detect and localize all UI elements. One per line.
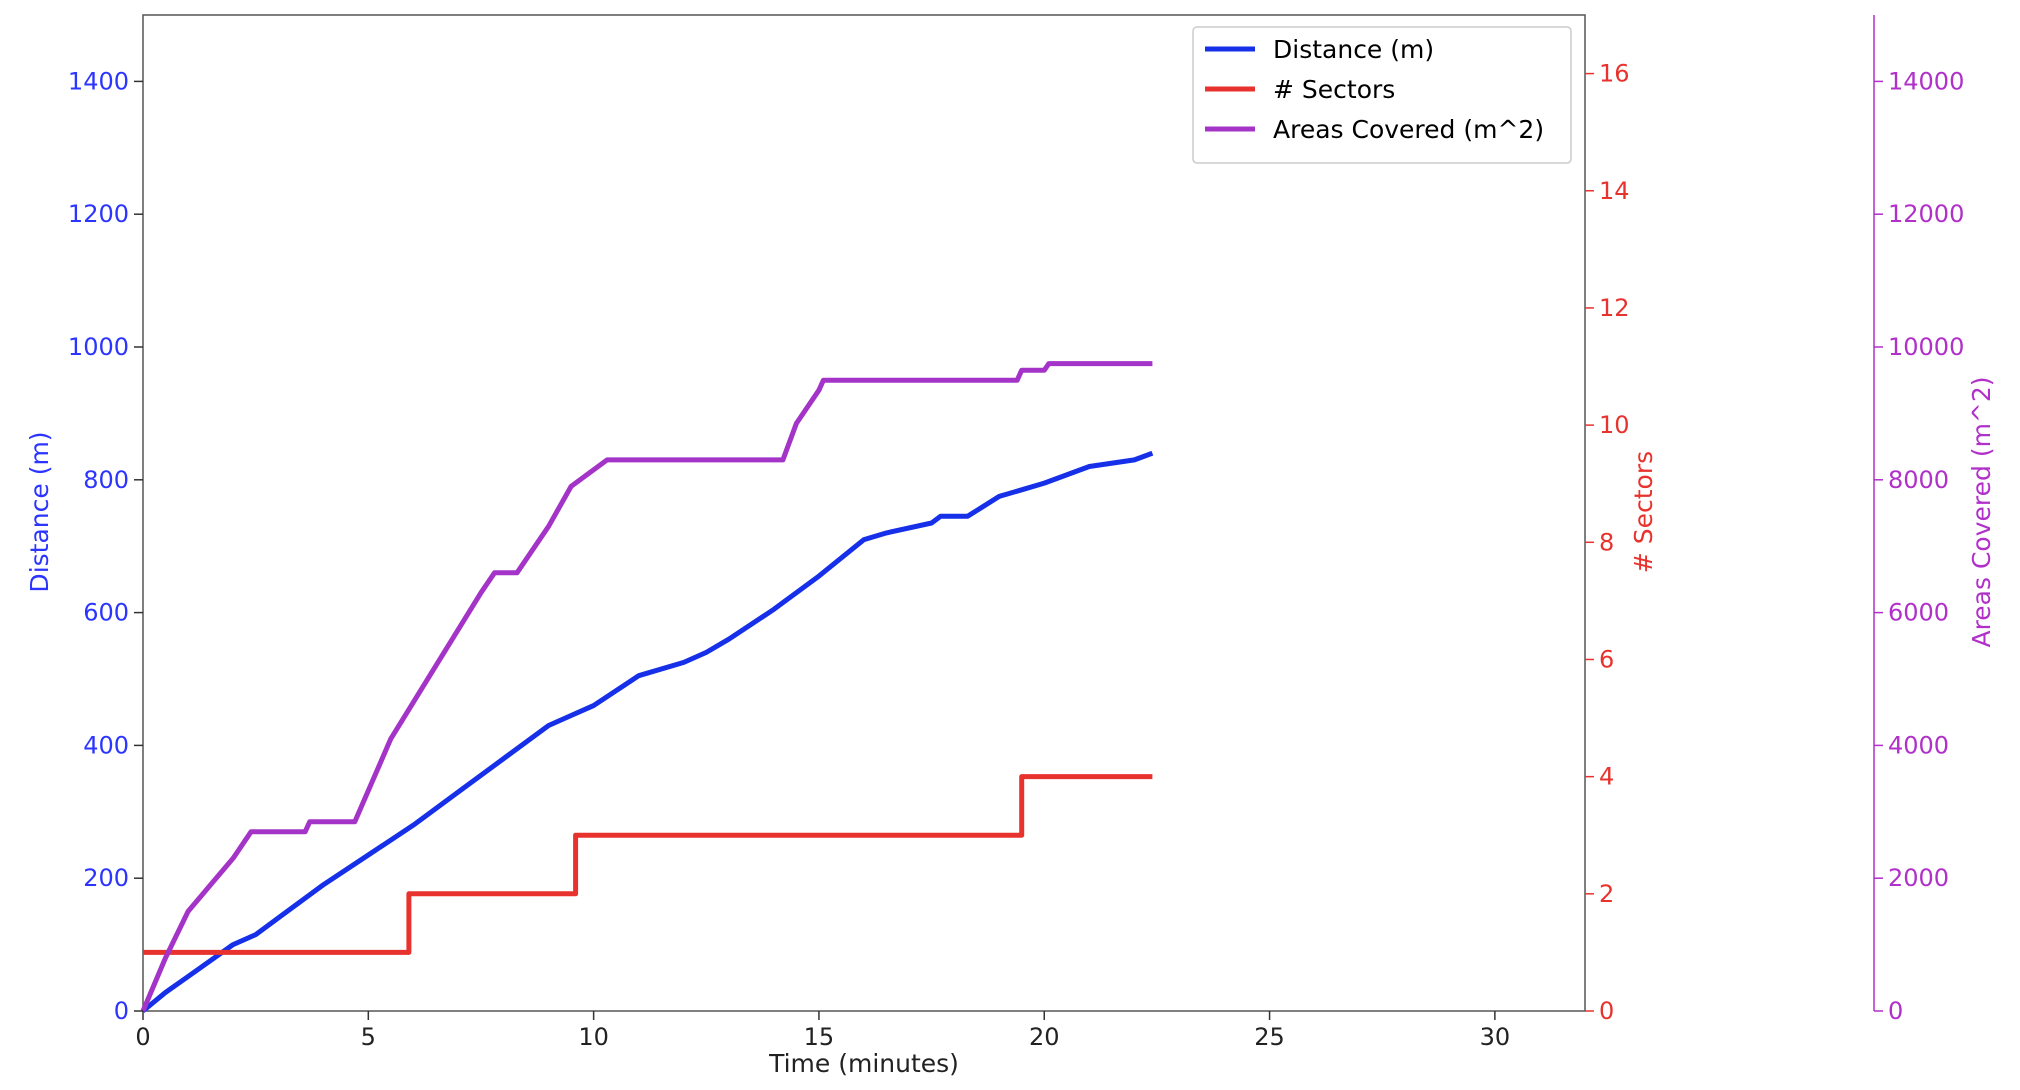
x-tick-label: 10 [578, 1023, 609, 1051]
far-right-axis-title: Areas Covered (m^2) [1967, 376, 1996, 647]
right-axis-title: # Sectors [1629, 451, 1658, 573]
plot-frame [142, 14, 1875, 1012]
far-right-tick-label: 6000 [1888, 599, 1949, 627]
legend-label: # Sectors [1273, 75, 1395, 104]
legend-box [1192, 26, 1572, 164]
x-tick-label: 30 [1480, 1023, 1511, 1051]
left-tick-label: 400 [83, 731, 129, 759]
legend-label: Areas Covered (m^2) [1273, 115, 1544, 144]
far-right-tick-label: 8000 [1888, 466, 1949, 494]
far-right-tick-label: 0 [1888, 997, 1903, 1025]
right-tick-label: 4 [1599, 763, 1614, 791]
left-tick-label: 200 [83, 864, 129, 892]
legend: Distance (m) # Sectors Areas Covered (m^2) [1192, 26, 1572, 164]
right-tick-label: 16 [1599, 60, 1630, 88]
right-tick-label: 12 [1599, 294, 1630, 322]
plot-border [142, 14, 1586, 1012]
x-tick-label: 5 [361, 1023, 376, 1051]
legend-label: Distance (m) [1273, 35, 1434, 64]
left-tick-label: 600 [83, 599, 129, 627]
far-right-tick-label: 4000 [1888, 731, 1949, 759]
far-right-tick-label: 12000 [1888, 200, 1964, 228]
far-right-tick-label: 2000 [1888, 864, 1949, 892]
left-tick-label: 1000 [68, 333, 129, 361]
right-tick-label: 0 [1599, 997, 1614, 1025]
left-tick-label: 1400 [68, 67, 129, 95]
axes-layer: 0 5 10 15 20 25 300200400600800100012001400024… [68, 60, 1964, 1051]
right-tick-label: 8 [1599, 528, 1614, 556]
right-tick-label: 2 [1599, 880, 1614, 908]
series-line-0 [141, 450, 1154, 1013]
right-tick-label: 10 [1599, 411, 1630, 439]
left-tick-label: 800 [83, 466, 129, 494]
series-layer [140, 361, 1154, 1013]
left-tick-label: 0 [114, 997, 129, 1025]
x-tick-label: 25 [1254, 1023, 1285, 1051]
left-axis-title: Distance (m) [25, 431, 54, 592]
left-tick-label: 1200 [68, 200, 129, 228]
right-tick-label: 14 [1599, 177, 1630, 205]
x-tick-label: 15 [804, 1023, 835, 1051]
x-axis-title: Time (minutes) [768, 1049, 959, 1078]
x-tick-label: 20 [1029, 1023, 1060, 1051]
far-right-tick-label: 10000 [1888, 333, 1964, 361]
x-tick-label: 0 [135, 1023, 150, 1051]
series-line-2 [140, 361, 1153, 1012]
right-tick-label: 6 [1599, 645, 1614, 673]
far-right-tick-label: 14000 [1888, 67, 1964, 95]
series-line-1 [143, 774, 1153, 955]
